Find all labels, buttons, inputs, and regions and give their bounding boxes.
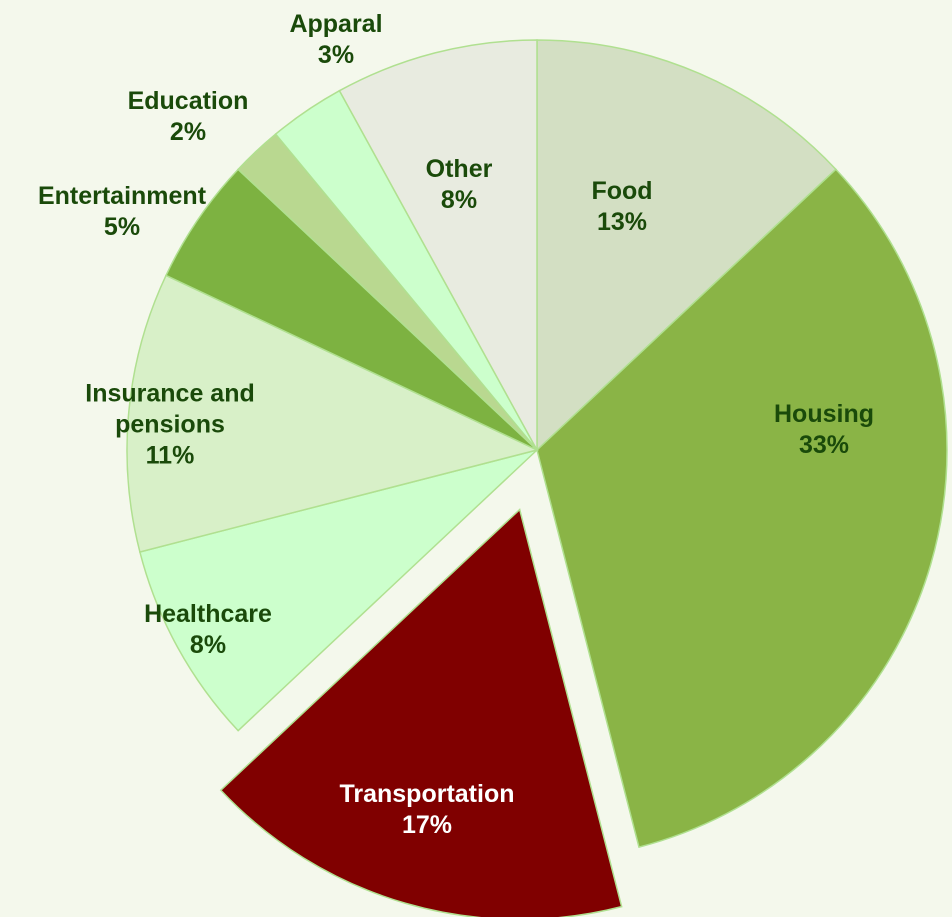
pie-slice (536, 168, 948, 849)
pie-slice (536, 39, 837, 452)
value-label: 3% (317, 41, 355, 69)
slice-label: Other 8% (344, 154, 574, 216)
pie-slice (126, 274, 540, 553)
value-label: 13% (596, 208, 648, 236)
category-label: Transportation (339, 780, 515, 808)
category-label: Other (425, 155, 493, 183)
category-label: Entertainment (37, 182, 207, 210)
slice-label: Food 13% (507, 176, 737, 238)
slice-label: Apparal 3% (221, 9, 451, 71)
category-label: Food (591, 177, 653, 205)
category-label: Education (127, 87, 249, 115)
value-label: 8% (189, 631, 227, 659)
slice-label: Healthcare 8% (93, 599, 323, 661)
category-label: Housing (774, 400, 874, 428)
slice-label: Insurance and pensions 11% (55, 379, 285, 472)
slice-label: Transportation 17% (312, 779, 542, 841)
value-label: 5% (103, 213, 141, 241)
slice-label: Education 2% (73, 86, 303, 148)
value-label: 8% (440, 186, 478, 214)
pie-slice (338, 39, 538, 451)
category-label: Insurance and pensions (85, 379, 255, 439)
value-label: 33% (798, 431, 850, 459)
category-label: Healthcare (144, 600, 272, 628)
pie-slice (219, 508, 623, 917)
slice-label: Housing 33% (709, 399, 939, 461)
value-label: 11% (145, 441, 195, 470)
category-label: Apparal (289, 10, 383, 38)
value-label: 2% (169, 118, 207, 146)
pie-slice (138, 449, 538, 732)
slice-label: Entertainment 5% (7, 181, 237, 243)
value-label: 17% (401, 811, 453, 839)
